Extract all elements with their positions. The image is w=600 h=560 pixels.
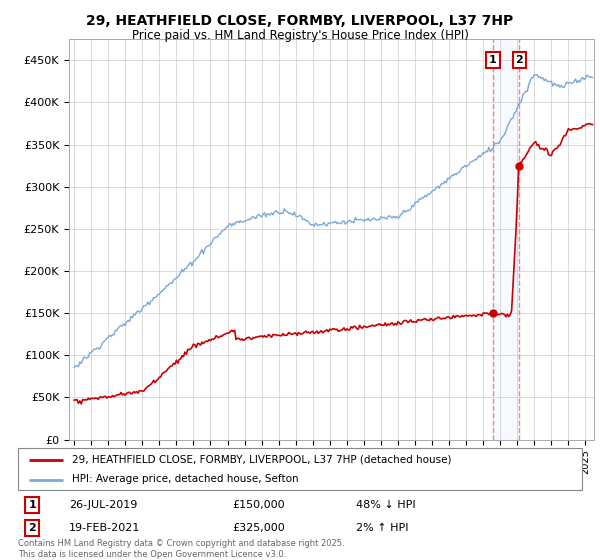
Text: 48% ↓ HPI: 48% ↓ HPI [356,500,416,510]
Text: 2: 2 [515,55,523,66]
Text: Price paid vs. HM Land Registry's House Price Index (HPI): Price paid vs. HM Land Registry's House … [131,29,469,42]
Text: 2% ↑ HPI: 2% ↑ HPI [356,522,409,533]
Text: 2: 2 [28,522,36,533]
Text: 1: 1 [28,500,36,510]
Text: 29, HEATHFIELD CLOSE, FORMBY, LIVERPOOL, L37 7HP (detached house): 29, HEATHFIELD CLOSE, FORMBY, LIVERPOOL,… [71,455,451,465]
Text: 29, HEATHFIELD CLOSE, FORMBY, LIVERPOOL, L37 7HP: 29, HEATHFIELD CLOSE, FORMBY, LIVERPOOL,… [86,14,514,28]
Text: Contains HM Land Registry data © Crown copyright and database right 2025.
This d: Contains HM Land Registry data © Crown c… [18,539,344,559]
Bar [493,39,520,440]
Text: £150,000: £150,000 [232,500,285,510]
Text: HPI: Average price, detached house, Sefton: HPI: Average price, detached house, Seft… [71,474,298,484]
Text: 19-FEB-2021: 19-FEB-2021 [69,522,140,533]
Text: £325,000: £325,000 [232,522,285,533]
Text: 26-JUL-2019: 26-JUL-2019 [69,500,137,510]
Text: 1: 1 [489,55,497,66]
FancyBboxPatch shape [18,448,582,490]
